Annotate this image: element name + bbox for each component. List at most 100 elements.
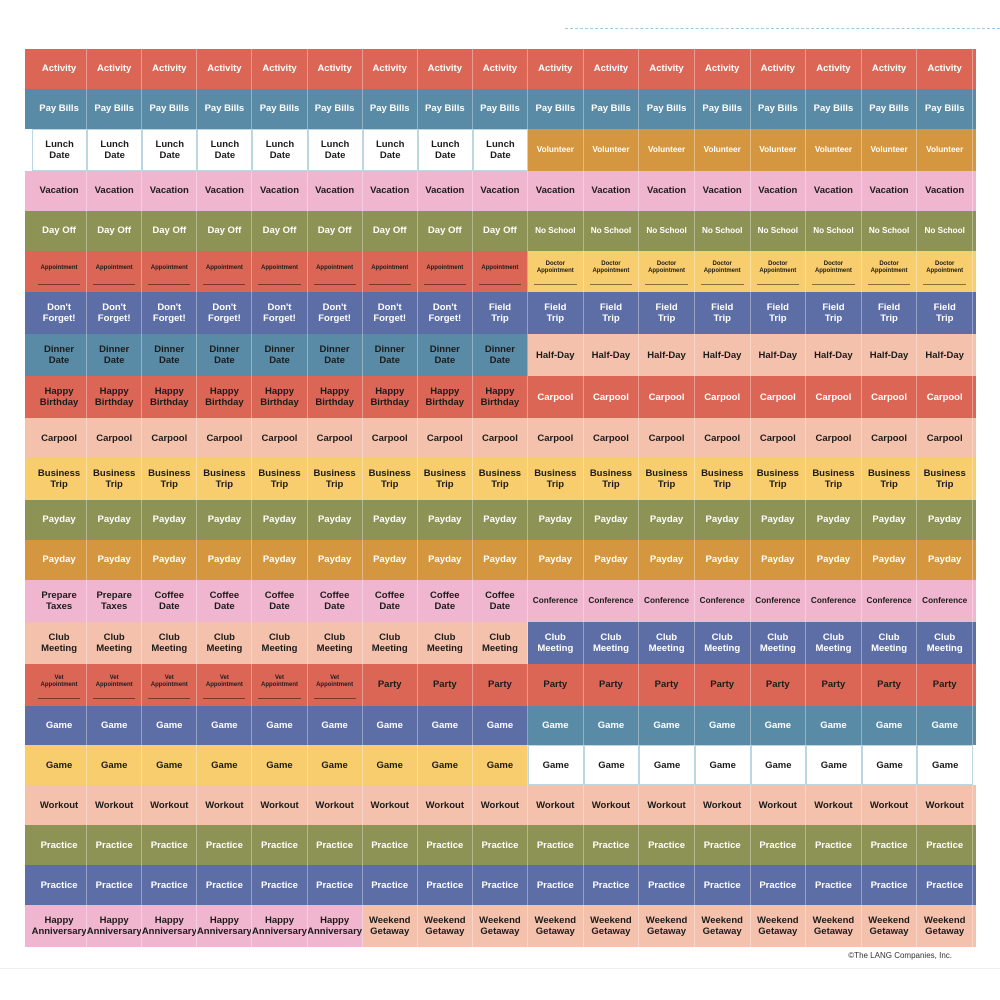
sticker-pay-bills[interactable]: Pay Bills bbox=[583, 88, 640, 129]
sticker-happy-birthday[interactable]: Happy Birthday bbox=[87, 376, 143, 419]
sticker-field-trip[interactable]: Field Trip bbox=[639, 292, 695, 335]
sticker-lunch-date[interactable]: Lunch Date bbox=[307, 128, 363, 171]
sticker-game[interactable]: Game bbox=[583, 745, 640, 786]
sticker-activity[interactable]: Activity bbox=[528, 49, 584, 89]
sticker-lunch-date[interactable]: Lunch Date bbox=[32, 128, 88, 171]
sticker-carpool[interactable]: Carpool bbox=[528, 418, 584, 459]
sticker-game[interactable]: Game bbox=[362, 745, 418, 786]
sticker-carpool[interactable]: Carpool bbox=[639, 376, 695, 419]
sticker-weekend-getaway[interactable]: Weekend Getaway bbox=[417, 905, 473, 947]
sticker-payday[interactable]: Payday bbox=[307, 539, 363, 580]
sticker-vacation[interactable]: Vacation bbox=[417, 170, 473, 211]
sticker-happy-birthday[interactable]: Happy Birthday bbox=[142, 376, 198, 419]
sticker-practice[interactable]: Practice bbox=[307, 865, 363, 906]
sticker-conference[interactable]: Conference bbox=[917, 579, 973, 622]
sticker-day-off[interactable]: Day Off bbox=[87, 210, 143, 251]
sticker-payday[interactable]: Payday bbox=[32, 499, 88, 540]
sticker-game[interactable]: Game bbox=[87, 745, 143, 786]
sticker-carpool[interactable]: Carpool bbox=[639, 418, 695, 459]
sticker-carpool[interactable]: Carpool bbox=[472, 418, 528, 459]
sticker-no-school[interactable]: No School bbox=[583, 210, 640, 251]
sticker-day-off[interactable]: Day Off bbox=[197, 210, 253, 251]
sticker-payday[interactable]: Payday bbox=[472, 539, 528, 580]
sticker-vacation[interactable]: Vacation bbox=[917, 170, 973, 211]
sticker-field-trip[interactable]: Field Trip bbox=[861, 292, 918, 335]
sticker-vacation[interactable]: Vacation bbox=[528, 170, 584, 211]
sticker-weekend-getaway[interactable]: Weekend Getaway bbox=[694, 905, 751, 947]
sticker-game[interactable]: Game bbox=[917, 705, 973, 746]
sticker-happy-birthday[interactable]: Happy Birthday bbox=[32, 376, 88, 419]
sticker-payday[interactable]: Payday bbox=[694, 539, 751, 580]
sticker-vet-appointment[interactable]: Vet Appointment bbox=[307, 663, 363, 706]
sticker-vacation[interactable]: Vacation bbox=[197, 170, 253, 211]
sticker-vet-appointment[interactable]: Vet Appointment bbox=[142, 663, 198, 706]
sticker-business-trip[interactable]: Business Trip bbox=[750, 458, 807, 500]
sticker-workout[interactable]: Workout bbox=[750, 785, 807, 826]
sticker-payday[interactable]: Payday bbox=[252, 539, 308, 580]
sticker-workout[interactable]: Workout bbox=[87, 785, 143, 826]
sticker-activity[interactable]: Activity bbox=[806, 49, 862, 89]
sticker-practice[interactable]: Practice bbox=[472, 825, 528, 866]
sticker-carpool[interactable]: Carpool bbox=[917, 376, 973, 419]
sticker-business-trip[interactable]: Business Trip bbox=[197, 458, 253, 500]
sticker-happy-anniversary[interactable]: Happy Anniversary bbox=[197, 905, 253, 947]
sticker-carpool[interactable]: Carpool bbox=[917, 418, 973, 459]
sticker-day-off[interactable]: Day Off bbox=[142, 210, 198, 251]
sticker-pay-bills[interactable]: Pay Bills bbox=[32, 88, 88, 129]
sticker-lunch-date[interactable]: Lunch Date bbox=[472, 128, 528, 171]
sticker-practice[interactable]: Practice bbox=[197, 825, 253, 866]
sticker-practice[interactable]: Practice bbox=[417, 865, 473, 906]
sticker-club-meeting[interactable]: Club Meeting bbox=[87, 621, 143, 664]
sticker-activity[interactable]: Activity bbox=[583, 49, 640, 89]
sticker-appointment[interactable]: Appointment bbox=[252, 250, 308, 293]
sticker-field-trip[interactable]: Field Trip bbox=[917, 292, 973, 335]
sticker-dinner-date[interactable]: Dinner Date bbox=[362, 334, 418, 377]
sticker-payday[interactable]: Payday bbox=[142, 539, 198, 580]
sticker-no-school[interactable]: No School bbox=[528, 210, 584, 251]
sticker-activity[interactable]: Activity bbox=[417, 49, 473, 89]
sticker-conference[interactable]: Conference bbox=[583, 579, 640, 622]
sticker-don-t-forget[interactable]: Don't Forget! bbox=[32, 292, 88, 335]
sticker-club-meeting[interactable]: Club Meeting bbox=[142, 621, 198, 664]
sticker-payday[interactable]: Payday bbox=[197, 539, 253, 580]
sticker-activity[interactable]: Activity bbox=[917, 49, 973, 89]
sticker-payday[interactable]: Payday bbox=[417, 499, 473, 540]
sticker-practice[interactable]: Practice bbox=[639, 865, 695, 906]
sticker-vet-appointment[interactable]: Vet Appointment bbox=[32, 663, 88, 706]
sticker-game[interactable]: Game bbox=[32, 745, 88, 786]
sticker-practice[interactable]: Practice bbox=[362, 825, 418, 866]
sticker-weekend-getaway[interactable]: Weekend Getaway bbox=[750, 905, 807, 947]
sticker-doctor-appointment[interactable]: Doctor Appointment bbox=[528, 250, 584, 293]
sticker-don-t-forget[interactable]: Don't Forget! bbox=[307, 292, 363, 335]
sticker-doctor-appointment[interactable]: Doctor Appointment bbox=[861, 250, 918, 293]
sticker-game[interactable]: Game bbox=[307, 745, 363, 786]
sticker-club-meeting[interactable]: Club Meeting bbox=[197, 621, 253, 664]
sticker-vacation[interactable]: Vacation bbox=[694, 170, 751, 211]
sticker-game[interactable]: Game bbox=[694, 745, 751, 786]
sticker-pay-bills[interactable]: Pay Bills bbox=[639, 88, 695, 129]
sticker-practice[interactable]: Practice bbox=[861, 825, 918, 866]
sticker-half-day[interactable]: Half-Day bbox=[583, 334, 640, 377]
sticker-carpool[interactable]: Carpool bbox=[806, 376, 862, 419]
sticker-activity[interactable]: Activity bbox=[639, 49, 695, 89]
sticker-lunch-date[interactable]: Lunch Date bbox=[252, 128, 308, 171]
sticker-no-school[interactable]: No School bbox=[806, 210, 862, 251]
sticker-day-off[interactable]: Day Off bbox=[362, 210, 418, 251]
sticker-happy-birthday[interactable]: Happy Birthday bbox=[197, 376, 253, 419]
sticker-dinner-date[interactable]: Dinner Date bbox=[307, 334, 363, 377]
sticker-carpool[interactable]: Carpool bbox=[583, 376, 640, 419]
sticker-don-t-forget[interactable]: Don't Forget! bbox=[87, 292, 143, 335]
sticker-no-school[interactable]: No School bbox=[750, 210, 807, 251]
sticker-appointment[interactable]: Appointment bbox=[362, 250, 418, 293]
sticker-coffee-date[interactable]: Coffee Date bbox=[417, 579, 473, 622]
sticker-workout[interactable]: Workout bbox=[307, 785, 363, 826]
sticker-no-school[interactable]: No School bbox=[639, 210, 695, 251]
sticker-activity[interactable]: Activity bbox=[87, 49, 143, 89]
sticker-happy-anniversary[interactable]: Happy Anniversary bbox=[142, 905, 198, 947]
sticker-game[interactable]: Game bbox=[528, 745, 584, 786]
sticker-workout[interactable]: Workout bbox=[32, 785, 88, 826]
sticker-vacation[interactable]: Vacation bbox=[639, 170, 695, 211]
sticker-half-day[interactable]: Half-Day bbox=[639, 334, 695, 377]
sticker-business-trip[interactable]: Business Trip bbox=[362, 458, 418, 500]
sticker-club-meeting[interactable]: Club Meeting bbox=[861, 621, 918, 664]
